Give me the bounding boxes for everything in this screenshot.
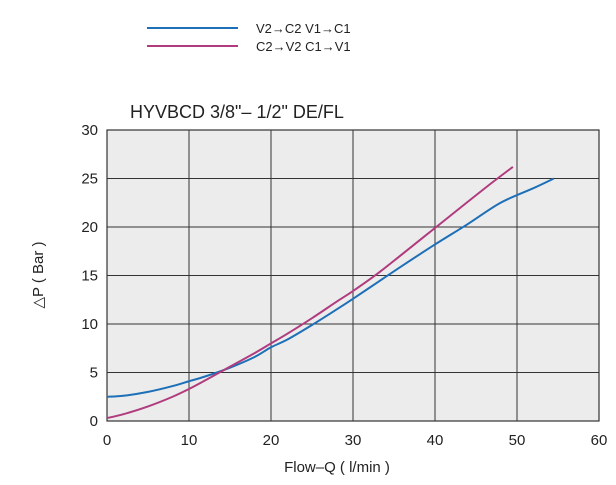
y-tick-label: 30	[81, 122, 98, 139]
x-tick-label: 50	[509, 432, 526, 449]
y-tick-label: 15	[81, 268, 98, 285]
x-axis-label: Flow–Q ( l/min )	[284, 459, 390, 476]
y-tick-label: 0	[90, 413, 98, 430]
legend-label-2: C2→V2 C1→V1	[256, 39, 351, 54]
x-tick-label: 0	[103, 432, 111, 449]
x-tick-label: 30	[345, 432, 362, 449]
series-group	[106, 166, 555, 420]
legend: V2→C2 V1→C1 C2→V2 C1→V1	[147, 21, 351, 54]
series-line-2	[106, 166, 514, 420]
chart-title: HYVBCD 3/8"– 1/2" DE/FL	[130, 102, 344, 122]
y-tick-label: 20	[81, 219, 98, 236]
series-line-1	[106, 177, 555, 398]
x-ticks: 0 10 20 30 40 50 60	[103, 432, 608, 449]
x-tick-label: 60	[591, 432, 608, 449]
y-tick-label: 10	[81, 316, 98, 333]
x-tick-label: 40	[427, 432, 444, 449]
y-axis-label: △P ( Bar )	[30, 241, 47, 308]
grid	[107, 130, 599, 421]
x-tick-label: 10	[181, 432, 198, 449]
y-ticks: 0 5 10 15 20 25 30	[81, 122, 98, 430]
y-tick-label: 25	[81, 171, 98, 188]
x-tick-label: 20	[263, 432, 280, 449]
legend-label-1: V2→C2 V1→C1	[256, 21, 351, 36]
y-tick-label: 5	[90, 365, 98, 382]
